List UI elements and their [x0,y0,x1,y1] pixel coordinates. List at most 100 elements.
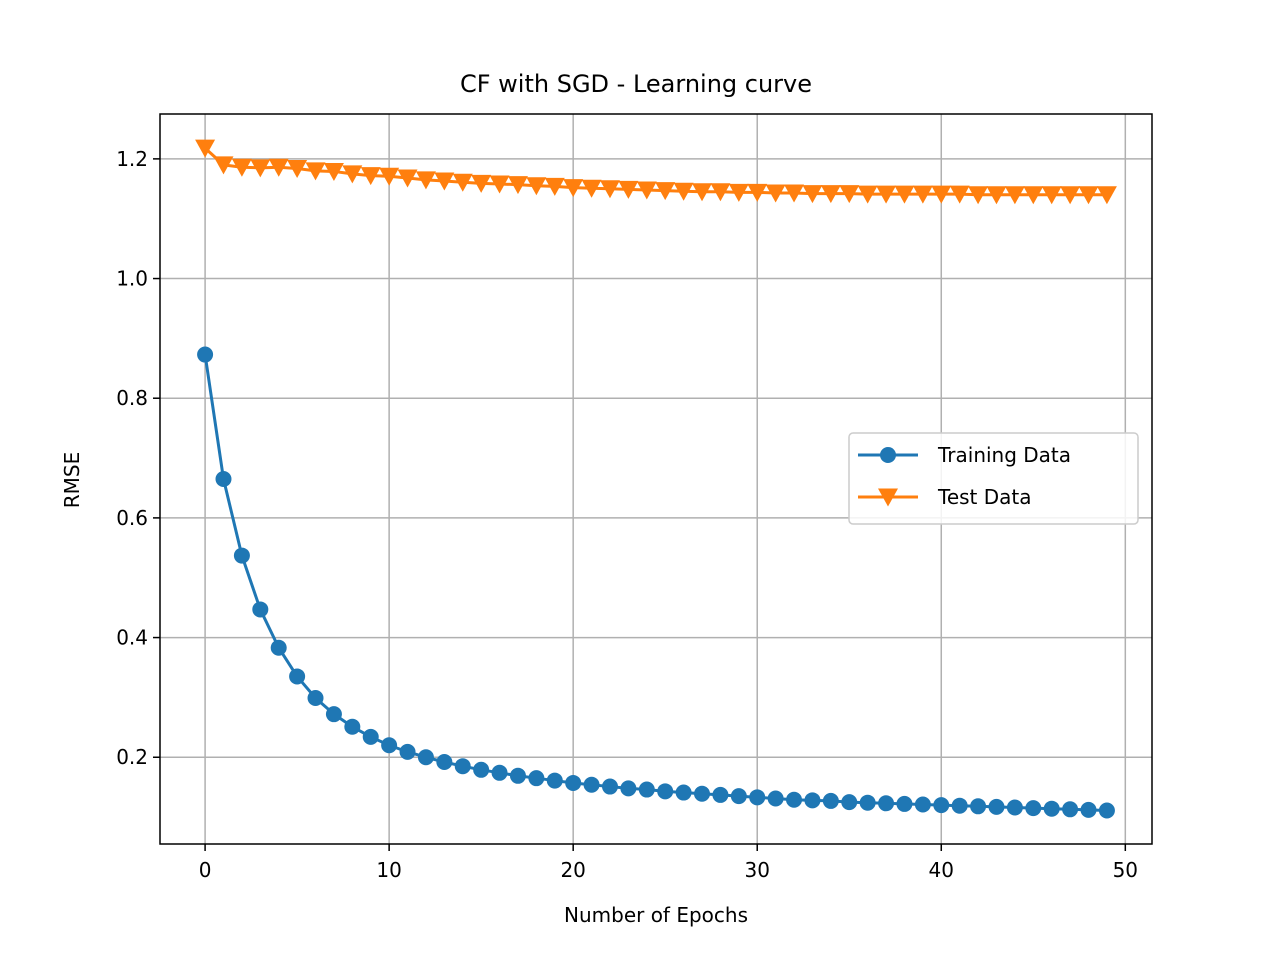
y-axis: 0.2 0.4 0.6 0.8 1.0 1.2 [116,147,160,769]
data-point [491,764,508,781]
legend-frame [848,432,1139,525]
chart-title: CF with SGD - Learning curve [460,70,812,98]
data-point [379,167,400,186]
data-point [344,718,361,735]
data-point [546,772,563,789]
data-point [931,185,952,204]
data-point [1062,801,1079,818]
data-point [712,786,729,803]
data-point [933,797,950,814]
data-point [473,761,490,778]
data-point [822,792,839,809]
data-point [489,175,510,194]
data-point [307,690,324,706]
data-point [509,767,526,784]
data-point [599,180,620,199]
data-point [583,776,600,793]
data-point [949,185,970,204]
data-point [526,177,547,196]
series-test-data [195,139,1117,205]
data-point [305,162,326,181]
x-tick-label: 0 [199,858,212,882]
data-point [1004,186,1025,205]
data-point [563,179,584,198]
data-point [749,789,766,806]
x-tick-label: 40 [929,858,954,882]
data-point [694,785,711,802]
data-point [638,781,655,798]
data-point [876,185,897,204]
data-point [857,185,878,204]
data-point [195,139,216,158]
data-point [841,794,858,811]
data-point [767,790,784,807]
data-point [765,184,786,203]
x-tick-label: 10 [376,858,401,882]
data-point [565,774,582,791]
x-tick-label: 50 [1113,858,1138,882]
x-tick-label: 30 [744,858,769,882]
y-tick-label: 1.0 [116,267,148,291]
data-point [747,183,768,202]
data-point [250,159,271,178]
data-point [988,798,1005,815]
data-point [1098,802,1115,819]
data-point [454,758,471,775]
data-point [894,185,915,204]
data-point [323,162,344,181]
data-point [1096,186,1117,205]
data-point [381,737,398,754]
data-point [968,186,989,205]
data-point [986,186,1007,205]
y-tick-label: 0.4 [116,626,148,650]
data-point [673,182,694,201]
legend: Training Data Test Data [848,432,1139,525]
data-point [507,176,528,195]
data-point [436,754,453,771]
data-point [213,156,234,175]
data-point [820,185,841,204]
data-point [1043,800,1060,817]
data-point [270,639,287,656]
data-point [618,180,639,199]
legend-label: Test Data [937,485,1032,509]
data-point [362,728,379,745]
data-point [728,183,749,202]
data-point [415,171,436,190]
y-tick-label: 0.6 [116,506,148,530]
series-layer [195,139,1117,819]
data-point [1023,186,1044,205]
data-point [581,179,602,198]
data-point [914,796,931,813]
data-point [655,182,676,201]
data-point [710,183,731,202]
series-training-data [197,346,1115,819]
data-point [784,184,805,203]
x-axis-label: Number of Epochs [564,903,748,927]
data-point [215,471,232,487]
data-point [471,174,492,193]
data-point [839,185,860,204]
data-point [786,791,803,808]
data-point [859,794,876,811]
data-point [802,185,823,204]
data-point [620,780,637,797]
data-point [233,547,250,564]
data-point [417,749,434,766]
data-point [1025,800,1042,817]
data-point [452,173,473,192]
data-point [1041,186,1062,205]
data-point [1060,186,1081,205]
data-point [692,183,713,202]
data-point [268,158,289,177]
data-point [287,159,308,178]
data-point [360,167,381,186]
data-point [804,792,821,809]
data-point [252,601,269,618]
plot-frame [159,113,1153,845]
y-tick-label: 0.2 [116,745,148,769]
data-point [434,172,455,191]
data-point [1080,801,1097,818]
data-point [1006,799,1023,816]
